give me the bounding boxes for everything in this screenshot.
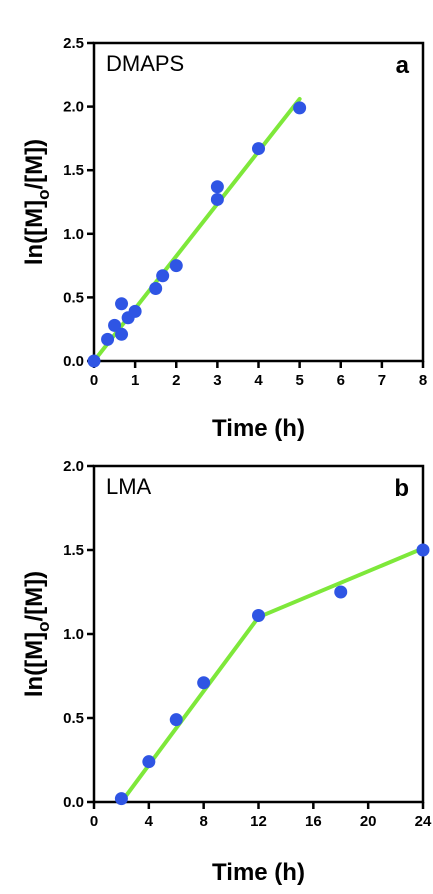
chart-a-y-axis-label-sub: o bbox=[34, 189, 53, 199]
chart-a-panel-label: a bbox=[396, 52, 410, 79]
chart-a-data-point bbox=[293, 101, 307, 115]
chart-a-x-tick-label: 1 bbox=[131, 372, 139, 389]
chart-a-x-tick-label: 5 bbox=[295, 372, 303, 389]
chart-a-y-tick-label: 2.0 bbox=[63, 99, 84, 116]
chart-a-x-tick-label: 3 bbox=[213, 372, 221, 389]
chart-b-x-tick-label: 12 bbox=[250, 813, 267, 830]
chart-a-data-point bbox=[87, 354, 101, 368]
chart-b-y-tick-label: 2.0 bbox=[63, 458, 84, 475]
chart-a-y-axis-label-tail: /[M]) bbox=[21, 139, 48, 190]
chart-a-data-point bbox=[210, 192, 224, 206]
chart-a-x-tick-label: 7 bbox=[378, 372, 386, 389]
chart-a-data-point bbox=[149, 281, 163, 295]
chart-b-y-axis-label-sub: o bbox=[34, 621, 53, 631]
chart-b-x-tick-label: 20 bbox=[360, 813, 377, 830]
chart-b-x-tick-label: 24 bbox=[415, 813, 432, 830]
chart-b-frame bbox=[92, 464, 425, 804]
chart-a-x-tick-label: 4 bbox=[254, 372, 263, 389]
chart-b-data-point bbox=[416, 543, 430, 557]
chart-a-y-tick-label: 1.0 bbox=[63, 226, 84, 243]
chart-a-x-tick-label: 6 bbox=[337, 372, 345, 389]
chart-a-data-point bbox=[108, 318, 122, 332]
chart-b-x-axis-label: Time (h) bbox=[212, 859, 305, 886]
chart-b-y-tick-label: 0.5 bbox=[63, 710, 84, 727]
chart-b-y-axis-label-main: ln([M] bbox=[21, 632, 48, 697]
panel-b: 0 4 8 12 16 20 24 0.0 0.5 1.0 1.5 2.0 Time (h) ln([M]… bbox=[21, 458, 432, 886]
chart-b-y-tick-label: 0.0 bbox=[63, 794, 84, 811]
chart-b-data-point bbox=[197, 676, 211, 690]
chart-a-data-point bbox=[252, 142, 265, 156]
chart-a-y-axis-label-main: ln([M] bbox=[21, 200, 48, 265]
chart-a-data-point bbox=[101, 332, 115, 346]
chart-a-y-tick-label: 0.0 bbox=[63, 353, 84, 370]
chart-b-x-tick-label: 4 bbox=[145, 813, 154, 830]
chart-b-data-point bbox=[334, 585, 348, 599]
chart-b-data-point bbox=[252, 609, 265, 623]
chart-b-fit-line bbox=[119, 546, 425, 804]
chart-a-data-point bbox=[128, 304, 142, 318]
chart-a-y-tick-label: 0.5 bbox=[63, 289, 84, 306]
chart-b-y-tick-label: 1.0 bbox=[63, 626, 84, 643]
chart-a-x-axis-label: Time (h) bbox=[212, 415, 305, 442]
chart-b-x-tick-label: 16 bbox=[305, 813, 322, 830]
chart-b-panel-label: b bbox=[394, 475, 409, 502]
chart-b-data-point bbox=[114, 792, 128, 806]
chart-a-data-point bbox=[115, 297, 129, 311]
chart-b-data-point bbox=[142, 755, 156, 769]
chart-a-x-tick-label: 8 bbox=[419, 372, 427, 389]
chart-a-y-tick-label: 2.5 bbox=[63, 35, 84, 52]
chart-b-x-tick-label: 8 bbox=[199, 813, 207, 830]
chart-a-y-axis-label: ln([M]o/[M]) bbox=[21, 139, 53, 265]
chart-b-x-tick-label: 0 bbox=[90, 813, 98, 830]
chart-a-frame bbox=[92, 41, 425, 363]
chart-b-y-axis-label-tail: /[M]) bbox=[21, 571, 48, 622]
chart-a-data-point bbox=[210, 180, 224, 194]
chart-a-data-point bbox=[169, 259, 183, 273]
chart-a-y-tick-label: 1.5 bbox=[63, 162, 84, 179]
chart-b-inset-label: LMA bbox=[106, 474, 152, 499]
chart-b-y-axis-label: ln([M]o/[M]) bbox=[21, 571, 53, 697]
chart-b-y-tick-label: 1.5 bbox=[63, 542, 84, 559]
chart-a-x-tick-label: 2 bbox=[172, 372, 180, 389]
chart-a-data-point bbox=[156, 269, 170, 283]
chart-b-data-point bbox=[169, 713, 183, 727]
chart-a-inset-label: DMAPS bbox=[106, 51, 184, 76]
chart-a-x-tick-label: 0 bbox=[90, 372, 98, 389]
chart-a-data-point bbox=[115, 327, 129, 341]
panel-a: 0 1 2 3 4 5 6 7 8 0.0 0.5 1.0 1.5 2.0 2.5 Time (h) ln([M… bbox=[21, 35, 427, 442]
